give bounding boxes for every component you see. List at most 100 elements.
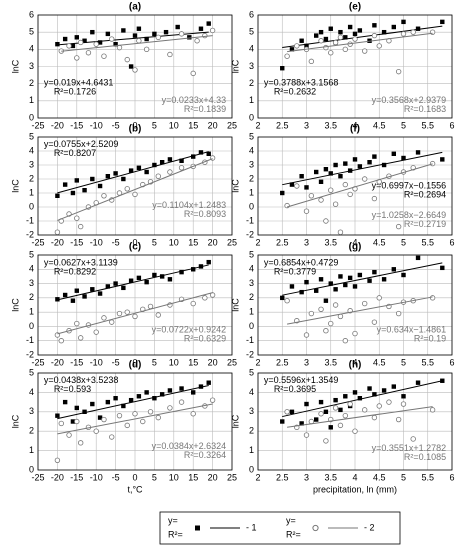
x-tick-label: 5: [401, 357, 406, 367]
point: [90, 287, 95, 292]
point: [97, 415, 103, 420]
point: [318, 38, 324, 44]
point: [318, 197, 324, 203]
x-tick-label: 10: [169, 472, 179, 482]
point: [303, 432, 310, 438]
point: [328, 171, 333, 176]
y-tick-label: 1: [29, 445, 34, 455]
fit-equation: y=0.5596x+1.3549: [264, 375, 339, 385]
point: [187, 35, 192, 40]
point: [323, 167, 329, 172]
point: [90, 29, 95, 35]
point: [116, 310, 123, 317]
point: [429, 407, 436, 413]
point: [280, 66, 285, 71]
point: [70, 419, 76, 424]
point: [367, 386, 372, 391]
fit-equation: y=0.0627x+3.1139: [44, 257, 118, 267]
point: [206, 151, 211, 156]
point: [66, 43, 72, 49]
point: [124, 309, 130, 315]
point: [304, 43, 309, 49]
x-tick-label: 2.5: [276, 120, 289, 130]
point: [97, 291, 103, 296]
point: [202, 295, 208, 301]
plot-frame: [257, 372, 453, 471]
y-tick-label: 3: [29, 159, 34, 169]
point: [179, 386, 184, 391]
y-tick-label: 5: [249, 367, 254, 377]
point: [401, 394, 406, 399]
point: [93, 41, 99, 47]
y-tick-label: 1: [249, 307, 254, 317]
point: [105, 31, 111, 37]
y-tick-label: 2: [249, 426, 254, 436]
point: [74, 35, 79, 40]
point: [289, 182, 295, 187]
point: [318, 399, 324, 405]
y-tick-label: 1: [29, 187, 34, 197]
point: [362, 300, 368, 307]
fit-equation: y=0.634x−1.4861: [377, 324, 447, 334]
point: [294, 183, 300, 189]
point: [289, 47, 295, 52]
point: [367, 278, 372, 283]
point: [54, 229, 61, 235]
y-tick-label: 4: [29, 387, 34, 397]
point: [74, 405, 79, 411]
point: [74, 215, 80, 221]
y-axis-label: lnC: [230, 179, 240, 193]
x-tick-label: -25: [31, 237, 44, 247]
point: [105, 284, 111, 289]
fit-r2: R²=0.1085: [404, 452, 446, 462]
x-tick-label: -5: [112, 237, 120, 247]
point: [371, 195, 378, 202]
y-tick-label: 4: [249, 387, 254, 397]
point: [386, 399, 392, 405]
point: [342, 338, 348, 344]
point: [167, 277, 173, 282]
trend-line: [286, 163, 433, 208]
y-tick-label: 3: [249, 159, 254, 169]
point: [308, 418, 315, 425]
x-tick-label: 6: [449, 357, 454, 367]
point: [191, 267, 196, 272]
point: [167, 405, 173, 411]
x-tick-label: 4.5: [373, 357, 386, 367]
x-tick-label: 20: [208, 357, 218, 367]
trend-line: [282, 151, 443, 186]
x-tick-label: 5: [401, 472, 406, 482]
point: [144, 279, 149, 285]
y-tick-label: 3: [29, 61, 34, 71]
fit-equation: y=0.019x+4.6431: [44, 77, 114, 87]
x-tick-label: 2: [255, 120, 260, 130]
x-axis-label: precipitation, ln (mm): [313, 484, 397, 494]
point: [109, 36, 115, 42]
legend-eq: y=: [168, 515, 178, 525]
x-tick-label: 3: [304, 472, 309, 482]
point: [159, 274, 165, 279]
point: [74, 178, 79, 183]
x-tick-label: -15: [70, 472, 83, 482]
point: [284, 409, 290, 415]
x-tick-label: 20: [208, 237, 218, 247]
point: [280, 190, 285, 196]
y-tick-label: -1: [246, 335, 254, 345]
y-tick-label: -2: [246, 229, 254, 239]
x-tick-label: 5: [401, 120, 406, 130]
x-tick-label: 20: [208, 472, 218, 482]
point: [109, 434, 115, 440]
x-tick-label: 20: [208, 120, 218, 130]
point: [132, 313, 138, 320]
point: [58, 420, 64, 427]
point: [147, 409, 154, 415]
point: [400, 31, 407, 37]
point: [167, 157, 173, 162]
point: [289, 284, 295, 289]
plot-frame: [37, 136, 233, 236]
point: [362, 48, 368, 54]
point: [391, 384, 396, 389]
point: [143, 46, 150, 53]
y-tick-label: 0: [29, 321, 34, 331]
